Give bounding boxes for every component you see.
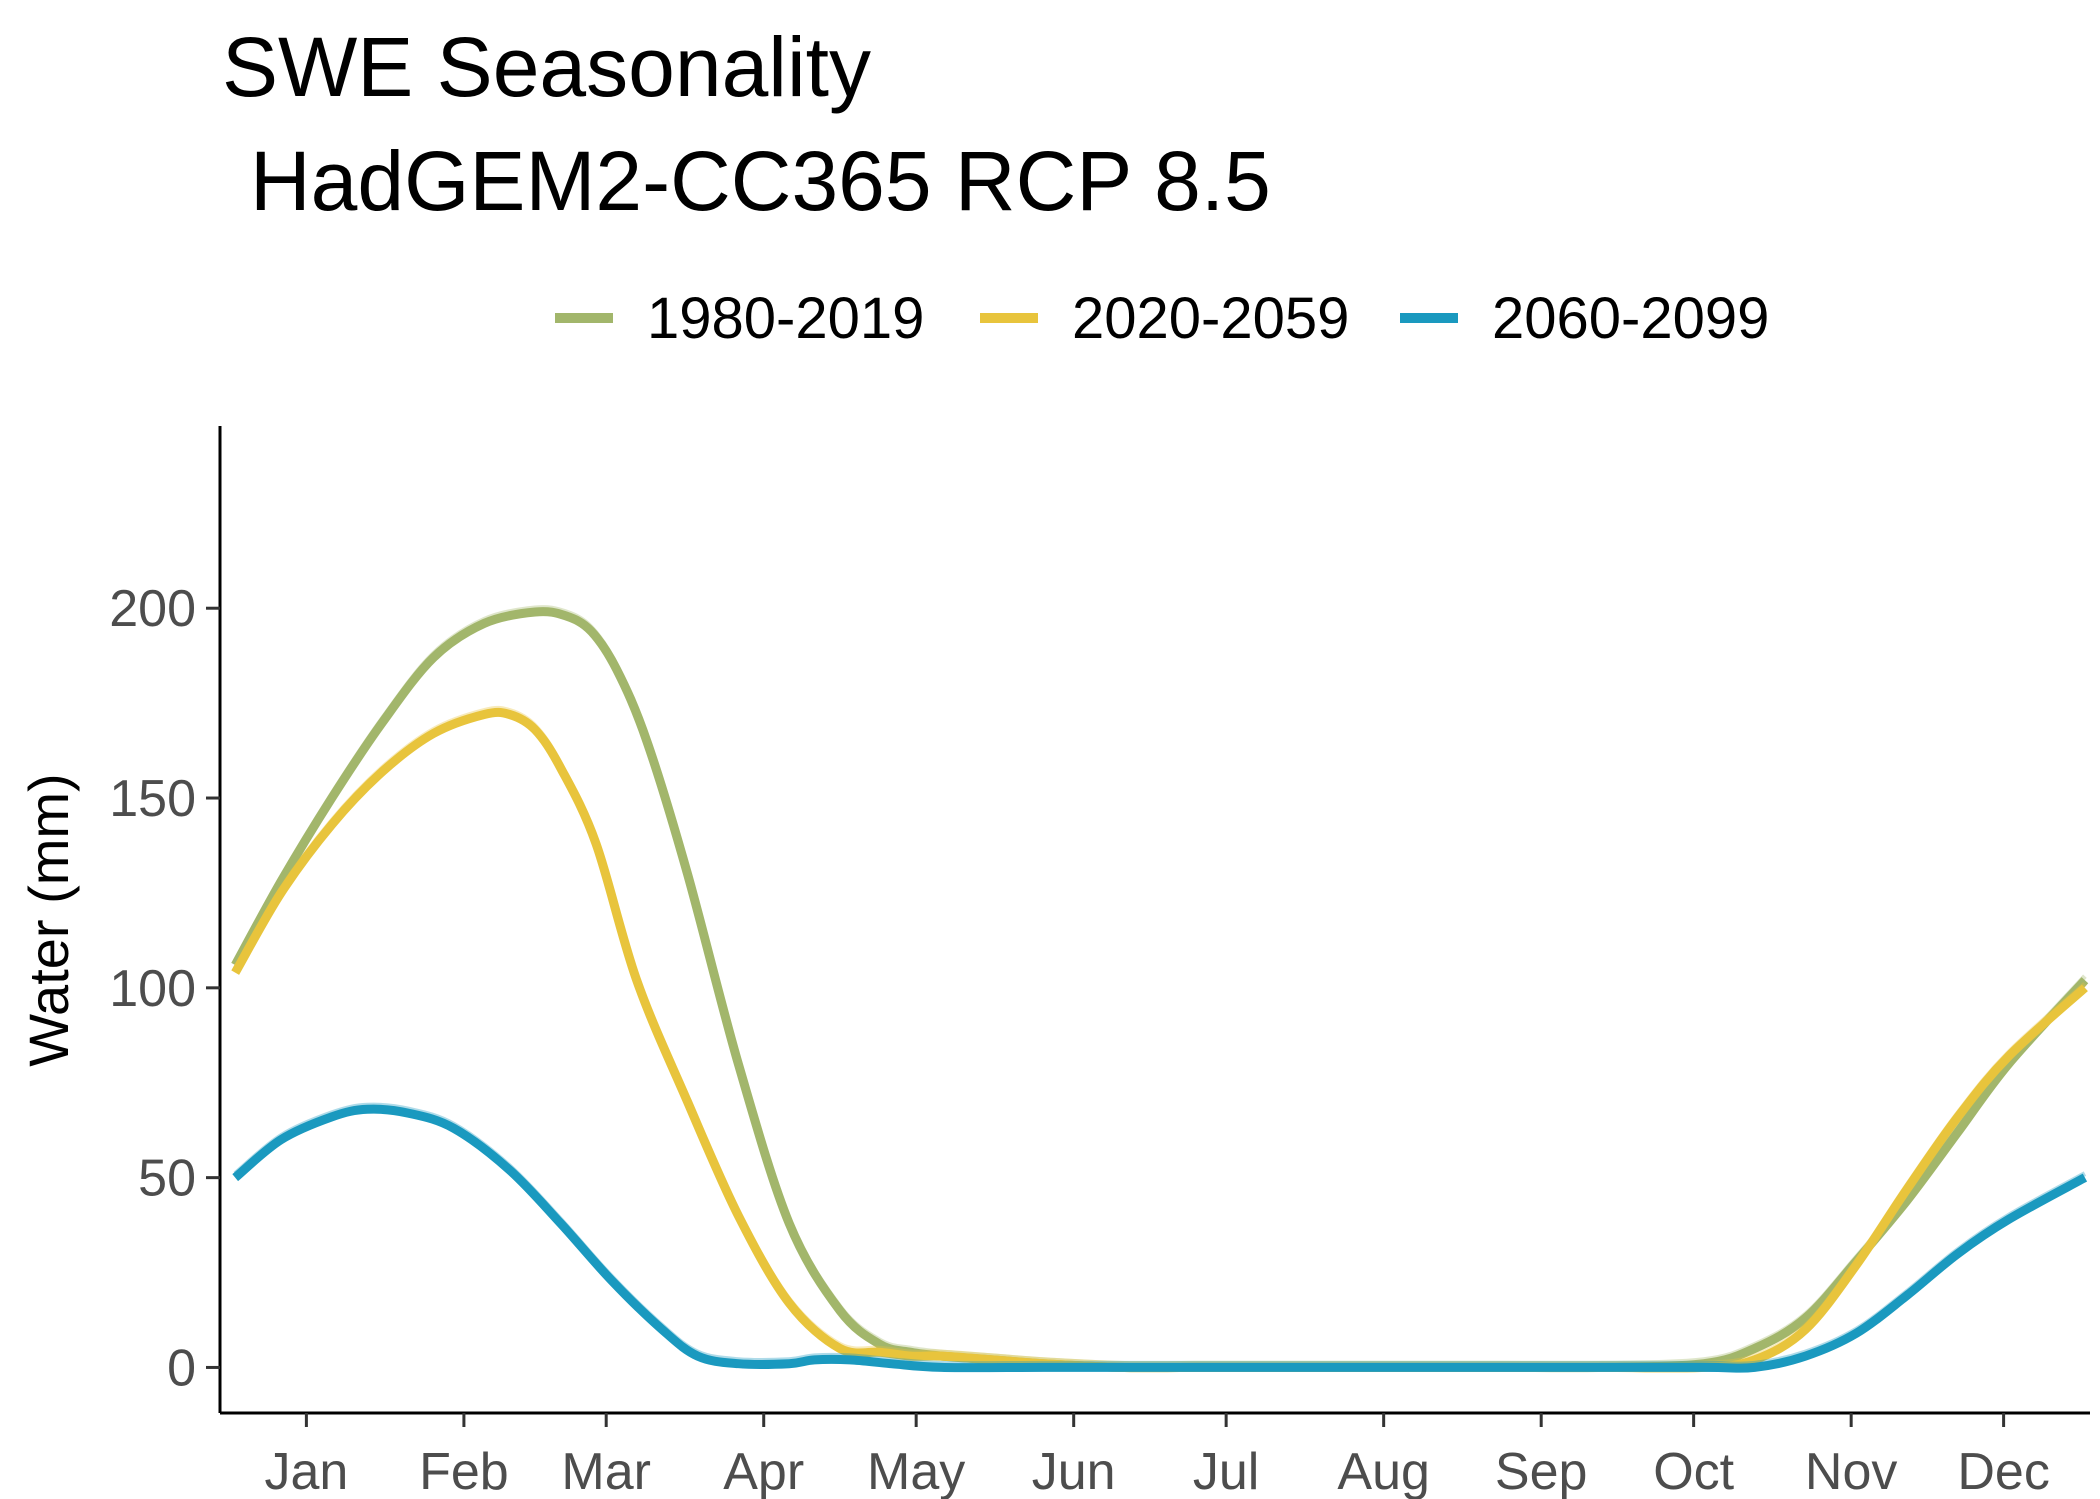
series-layer [231,605,2089,1373]
x-tick-label: Dec [1957,1443,2049,1499]
legend-label: 2060-2099 [1492,286,1769,351]
y-tick-label: 50 [138,1150,196,1208]
y-axis-ticks: 0 50 100 150 200 [109,580,220,1397]
x-axis-ticks: Jan Feb Mar Apr May Jun Jul Aug Sep Oct Nov Dec [264,1413,2050,1499]
x-tick-label: Jul [1193,1443,1259,1499]
chart-subtitle: HadGEM2-CC365 RCP 8.5 [250,134,1271,228]
series-line-1980-2019 [231,607,2089,1373]
x-tick-label: Oct [1653,1443,1734,1499]
legend: 1980-2019 2020-2059 2060-2099 [555,286,1769,351]
y-axis-title: Water (mm) [17,773,80,1066]
x-tick-label: May [867,1443,965,1499]
x-tick-label: Jun [1032,1443,1116,1499]
x-tick-label: Mar [561,1443,651,1499]
legend-label: 1980-2019 [647,286,924,351]
x-tick-label: Aug [1337,1443,1430,1499]
x-tick-label: Apr [723,1443,804,1499]
y-tick-label: 100 [109,960,196,1018]
y-tick-label: 200 [109,580,196,638]
legend-label: 2020-2059 [1072,286,1349,351]
legend-item: 2020-2059 [980,286,1349,351]
chart-title: SWE Seasonality [222,20,871,114]
series-trace-1980-2019 [233,605,2087,1367]
y-tick-label: 150 [109,770,196,828]
x-tick-label: Feb [419,1443,509,1499]
series-trace-2020-2059 [233,705,2087,1367]
legend-item: 1980-2019 [555,286,924,351]
legend-item: 2060-2099 [1400,286,1769,351]
x-tick-label: Jan [264,1443,348,1499]
series-line-2020-2059 [231,707,2088,1373]
series-line-2060-2099 [232,1104,2088,1373]
y-tick-label: 0 [167,1339,196,1397]
x-tick-label: Nov [1805,1443,1897,1499]
x-tick-label: Sep [1495,1443,1588,1499]
